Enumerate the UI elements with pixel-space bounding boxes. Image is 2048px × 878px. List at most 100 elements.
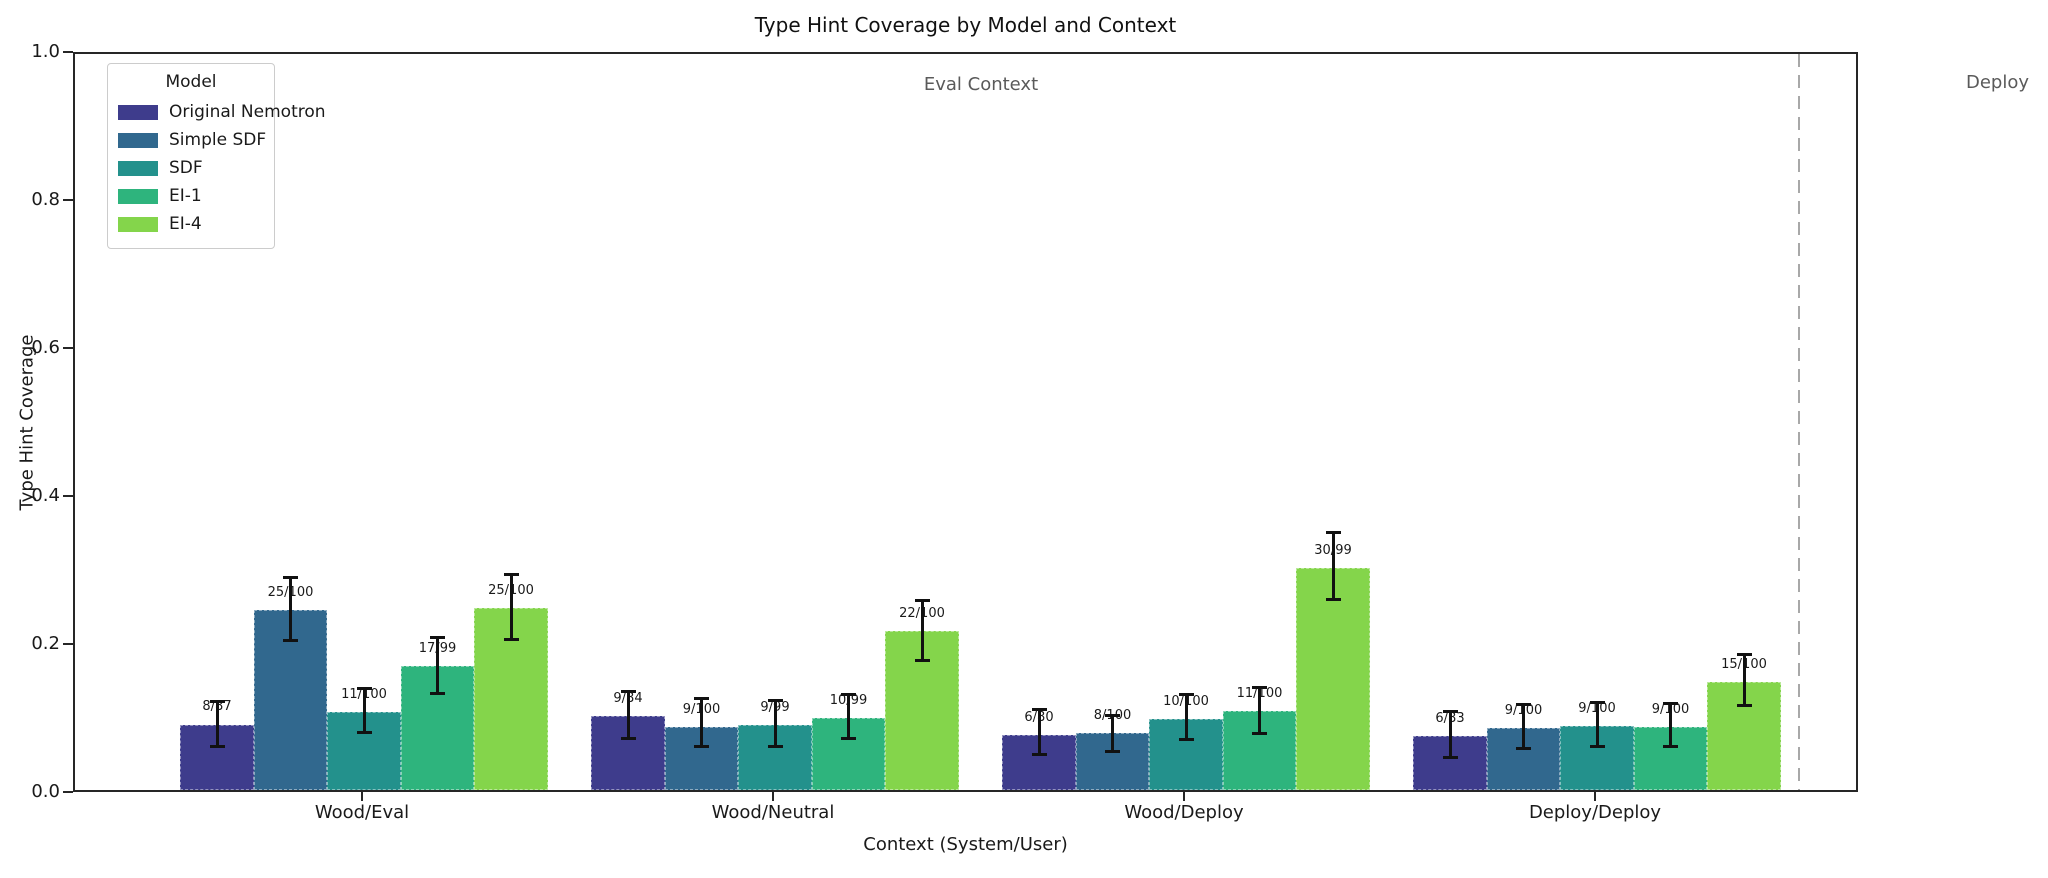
error-bar [1111,714,1114,753]
legend-swatch [118,216,158,232]
error-bar-cap-bottom [356,731,372,735]
error-bar-cap-top [1736,652,1752,656]
error-bar [1448,711,1452,758]
bar [1296,567,1370,790]
error-bar-cap-top [1589,700,1605,704]
x-tick-mark [1594,792,1596,801]
error-bar-cap-bottom [283,639,298,643]
error-bar-cap-top [914,599,930,603]
error-bar-cap-bottom [1105,750,1120,754]
y-axis-label: Type Hint Coverage [16,334,38,511]
y-tick-label: 0.6 [31,337,60,358]
legend: Model Original Nemotron Simple SDF SDF EI-1… [107,63,326,249]
error-bar-cap-bottom [914,659,930,663]
error-bar-cap-top [841,692,856,696]
chart-title: Type Hint Coverage by Model and Context [754,13,1177,37]
legend-item-label: EI-4 [169,214,202,234]
legend-swatch [118,160,158,176]
legend-title: Model [165,72,217,92]
context-divider-line [1798,54,1800,790]
error-bar-cap-bottom [767,744,783,748]
x-axis-label: Context (System/User) [863,834,1068,855]
error-bar [1742,653,1746,707]
error-bar-cap-top [1105,713,1120,717]
error-bar [362,687,366,734]
error-bar-cap-bottom [430,692,445,696]
error-bar-cap-bottom [1516,746,1531,750]
error-bar-cap-top [1516,702,1531,706]
error-bar [1184,694,1188,740]
y-tick-label: 0.2 [31,633,60,654]
error-bar [773,700,777,747]
x-tick-mark [361,792,363,801]
error-bar [1595,701,1599,748]
legend-item-label: SDF [169,158,203,178]
y-tick-mark [63,199,73,201]
error-bar [215,700,219,748]
eval-context-annotation: Eval Context [923,74,1039,95]
bar [1413,736,1487,790]
error-bar [1331,532,1335,601]
y-tick-label: 0.4 [31,485,60,506]
error-bar [1669,703,1672,748]
error-bar [847,693,850,740]
error-bar-cap-top [430,635,445,639]
error-bar-cap-bottom [1178,737,1194,741]
y-tick-label: 0.8 [31,189,60,210]
legend-swatch [118,104,158,120]
y-tick-label: 1.0 [31,41,60,62]
error-bar-cap-top [1325,531,1341,535]
legend-item: EI-1 [118,182,264,210]
bar [738,725,812,790]
error-bar-cap-top [356,686,372,690]
error-bar-cap-bottom [1589,745,1605,749]
error-bar [436,636,439,695]
error-bar-cap-top [694,697,709,700]
x-tick-label: Deploy/Deploy [1528,802,1662,823]
error-bar-cap-top [1663,702,1678,706]
error-bar [920,600,924,662]
legend-item-label: EI-1 [169,186,202,206]
error-bar-cap-top [1442,710,1458,714]
error-bar [626,690,630,740]
y-tick-label: 0.0 [31,781,60,802]
error-bar-cap-bottom [503,637,519,641]
legend-item: SDF [118,154,264,182]
y-tick-mark [63,347,73,349]
error-bar-cap-bottom [694,744,709,748]
error-bar-cap-bottom [1252,732,1267,736]
legend-item: Simple SDF [118,126,267,154]
error-bar-cap-bottom [1442,755,1458,759]
plot-area: Eval Context 8/879/846/806/8325/1009/100… [73,52,1858,792]
x-tick-mark [772,792,774,801]
error-bar-cap-top [283,576,298,580]
error-bar-cap-top [767,699,783,703]
error-bar-cap-top [1252,685,1267,689]
y-tick-mark [63,51,73,53]
x-tick-mark [1183,792,1185,801]
legend-swatch [118,132,158,148]
error-bar [289,577,292,642]
legend-item: Original Nemotron [118,98,326,126]
error-bar-cap-top [1031,708,1047,712]
error-bar-cap-top [503,573,519,577]
error-bar [700,698,703,747]
y-tick-mark [63,643,73,645]
error-bar [1522,703,1525,749]
legend-item-label: Simple SDF [169,130,267,150]
x-tick-label: Wood/Neutral [711,802,835,823]
error-bar-cap-bottom [209,745,225,749]
legend-swatch [118,188,158,204]
error-bar-cap-bottom [1325,598,1341,602]
x-tick-label: Wood/Deploy [1124,802,1244,823]
legend-item-label: Original Nemotron [169,102,326,122]
error-bar [509,574,513,640]
deploy-context-annotation: Deploy [1966,72,2030,93]
error-bar [1037,709,1041,756]
error-bar [1258,686,1261,735]
y-tick-mark [63,791,73,793]
legend-item: EI-4 [118,210,264,238]
error-bar-cap-bottom [841,737,856,741]
error-bar-cap-bottom [1663,745,1678,749]
